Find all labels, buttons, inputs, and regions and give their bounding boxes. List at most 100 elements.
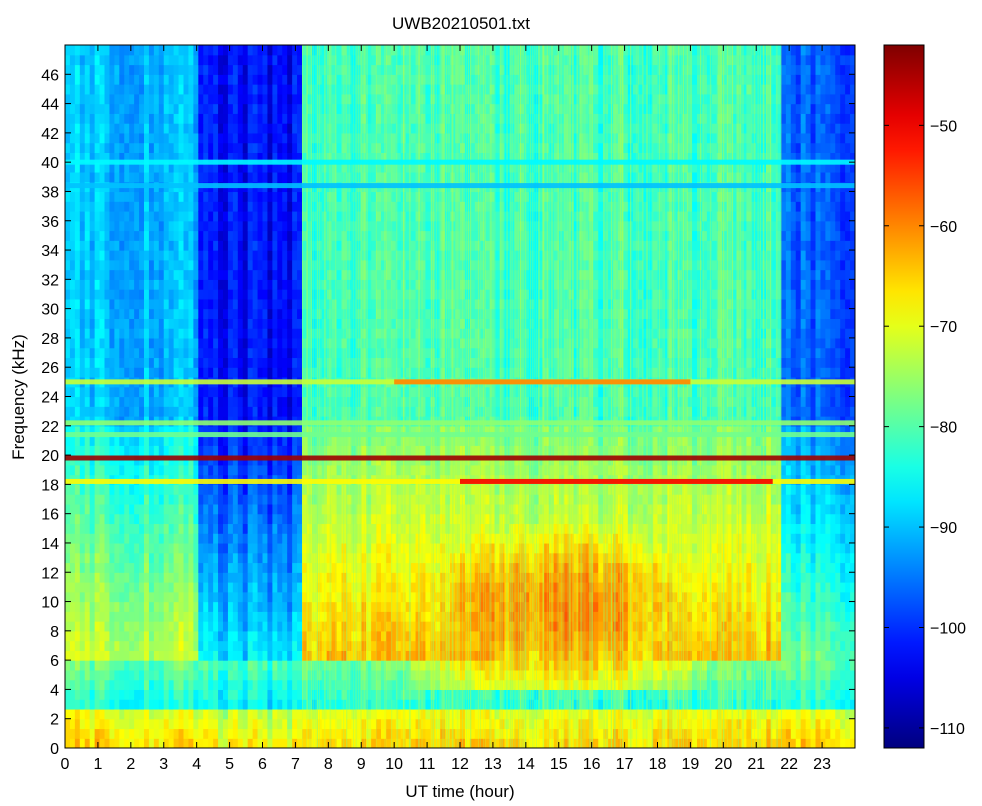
y-tick: 4 — [50, 682, 855, 699]
y-tick: 30 — [41, 302, 855, 319]
x-tick-label: 17 — [616, 756, 634, 773]
y-tick-label: 10 — [41, 595, 59, 612]
y-tick: 34 — [41, 243, 855, 260]
y-tick-label: 38 — [41, 184, 59, 201]
x-tick-label: 22 — [780, 756, 798, 773]
y-tick-label: 30 — [41, 302, 59, 319]
y-tick-label: 14 — [41, 536, 59, 553]
y-tick-label: 28 — [41, 331, 59, 348]
y-tick: 36 — [41, 214, 855, 231]
colorbar-tick-label: −60 — [930, 219, 957, 236]
x-tick-label: 4 — [192, 756, 201, 773]
y-tick-label: 16 — [41, 507, 59, 524]
y-tick: 28 — [41, 331, 855, 348]
y-tick: 0 — [50, 741, 855, 758]
x-tick: 0 — [61, 45, 70, 773]
y-tick: 10 — [41, 595, 855, 612]
x-tick: 22 — [780, 45, 798, 773]
y-tick-label: 46 — [41, 67, 59, 84]
x-tick: 18 — [649, 45, 667, 773]
x-tick: 21 — [747, 45, 765, 773]
y-tick-label: 4 — [50, 682, 59, 699]
x-tick: 17 — [616, 45, 634, 773]
x-tick-label: 1 — [93, 756, 102, 773]
y-tick-label: 22 — [41, 419, 59, 436]
x-tick-label: 11 — [419, 756, 436, 773]
x-tick: 16 — [583, 45, 601, 773]
colorbar: −110 −100 −90 −80 −70 −60 −50 — [883, 44, 966, 749]
y-tick: 2 — [50, 712, 855, 729]
y-tick-label: 40 — [41, 155, 59, 172]
chart-title: UWB20210501.txt — [392, 14, 530, 33]
colorbar-tick: −70 — [884, 319, 957, 336]
y-tick: 14 — [41, 536, 855, 553]
x-tick: 4 — [192, 45, 201, 773]
y-tick: 16 — [41, 507, 855, 524]
y-tick-label: 20 — [41, 448, 59, 465]
y-tick: 24 — [41, 390, 855, 407]
y-tick: 42 — [41, 126, 855, 143]
y-tick: 18 — [41, 477, 855, 494]
x-tick-label: 20 — [714, 756, 732, 773]
colorbar-tick-label: −80 — [930, 420, 957, 437]
y-tick-label: 34 — [41, 243, 59, 260]
x-tick: 20 — [714, 45, 732, 773]
x-tick: 15 — [550, 45, 568, 773]
x-tick: 12 — [451, 45, 469, 773]
y-tick: 20 — [41, 448, 855, 465]
y-tick-label: 24 — [41, 390, 59, 407]
x-tick-label: 8 — [324, 756, 333, 773]
y-tick-label: 8 — [50, 624, 59, 641]
x-axis-label: UT time (hour) — [405, 782, 514, 801]
x-tick-label: 13 — [484, 756, 502, 773]
y-tick: 38 — [41, 184, 855, 201]
y-tick-label: 42 — [41, 126, 59, 143]
x-tick-label: 3 — [159, 756, 168, 773]
x-tick-label: 21 — [747, 756, 765, 773]
y-tick-label: 26 — [41, 360, 59, 377]
colorbar-tick: −110 — [884, 721, 965, 738]
y-tick: 32 — [41, 272, 855, 289]
colorbar-tick: −50 — [884, 118, 957, 135]
x-axis: 0 1 2 3 4 5 6 7 8 9 10 11 12 13 14 15 16 17 18 19 20 21 22 23 — [61, 45, 831, 773]
x-tick: 10 — [385, 45, 403, 773]
colorbar-tick: −90 — [884, 520, 957, 537]
y-tick-label: 32 — [41, 272, 59, 289]
x-tick: 6 — [258, 45, 267, 773]
transmitter-lines — [65, 159, 855, 484]
y-tick: 26 — [41, 360, 855, 377]
x-tick-label: 14 — [517, 756, 535, 773]
x-tick-label: 5 — [225, 756, 234, 773]
colorbar-tick-label: −70 — [930, 319, 957, 336]
x-tick: 11 — [419, 45, 436, 773]
colorbar-tick-label: −50 — [930, 118, 957, 135]
x-tick: 19 — [682, 45, 699, 773]
x-tick: 13 — [484, 45, 502, 773]
x-tick: 8 — [324, 45, 333, 773]
y-tick: 40 — [41, 155, 855, 172]
x-tick-label: 7 — [291, 756, 300, 773]
y-axis-label: Frequency (kHz) — [9, 334, 28, 460]
colorbar-tick-label: −90 — [930, 520, 957, 537]
y-tick: 46 — [41, 67, 855, 84]
x-tick-label: 6 — [258, 756, 267, 773]
y-tick: 44 — [41, 97, 855, 114]
x-tick: 7 — [291, 45, 300, 773]
y-tick: 6 — [50, 653, 855, 670]
x-tick: 3 — [159, 45, 168, 773]
x-tick: 9 — [357, 45, 366, 773]
x-tick: 5 — [225, 45, 234, 773]
x-tick-label: 12 — [451, 756, 469, 773]
x-tick-label: 10 — [385, 756, 403, 773]
y-tick-label: 12 — [41, 565, 59, 582]
y-tick: 22 — [41, 419, 855, 436]
x-tick: 23 — [813, 45, 831, 773]
x-tick-label: 16 — [583, 756, 601, 773]
colorbar-tick: −100 — [884, 620, 966, 637]
y-tick-label: 36 — [41, 214, 59, 231]
colorbar-tick-label: −110 — [930, 721, 965, 738]
y-tick-label: 0 — [50, 741, 59, 758]
spectrogram-plot-area — [65, 45, 855, 748]
x-tick-label: 2 — [126, 756, 135, 773]
